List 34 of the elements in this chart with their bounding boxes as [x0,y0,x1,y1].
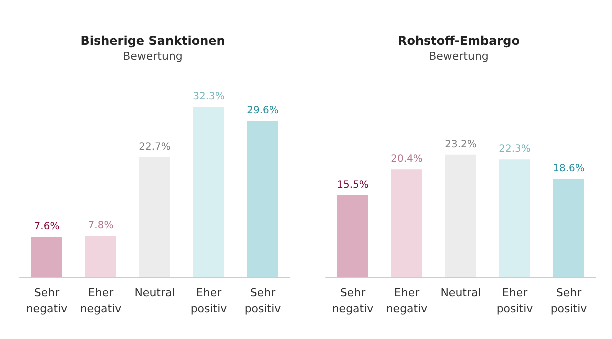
chart-subtitle: Bewertung [123,50,183,63]
data-label: 18.6% [553,164,585,175]
x-tick-label: Sehr positiv [550,286,588,316]
bar [86,236,116,277]
x-tick-label: Eher negativ [80,286,122,316]
data-label: 15.5% [337,180,369,191]
x-tick-label: Sehr positiv [244,286,282,316]
bar [248,121,278,277]
x-tick-label: Neutral [440,286,482,300]
data-label: 22.3% [499,144,531,156]
bar [500,160,530,277]
bar [140,158,170,277]
x-tick-label: Sehr negativ [332,286,374,316]
data-label: 20.4% [391,154,423,166]
x-tick-label: Neutral [134,286,176,300]
data-label: 32.3% [193,92,225,102]
bar [392,170,422,277]
bar [338,195,368,277]
chart-title: Rohstoff-Embargo [398,34,520,48]
x-tick-label: Eher positiv [496,286,534,316]
x-tick-label: Eher negativ [386,286,428,316]
data-label: 23.2% [445,139,477,150]
chart-subtitle: Bewertung [429,50,489,63]
bar [554,179,584,277]
data-label: 29.6% [247,106,279,117]
data-label: 7.8% [88,220,114,232]
data-label: 22.7% [139,142,171,154]
x-tick-label: Sehr negativ [26,286,68,316]
bar [32,237,62,277]
x-tick-label: Eher positiv [190,286,228,316]
bar [194,107,224,277]
data-label: 7.6% [34,222,60,232]
chart-title: Bisherige Sanktionen [80,34,226,48]
bar [446,154,476,277]
